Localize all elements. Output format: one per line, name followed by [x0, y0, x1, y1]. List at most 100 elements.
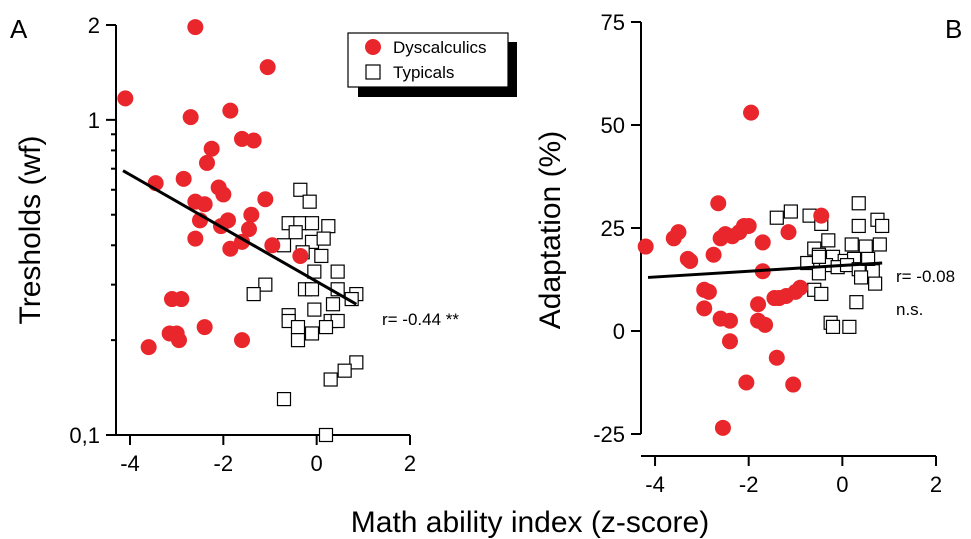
typicals-point — [323, 372, 338, 387]
legend-typicals-label: Typicals — [393, 63, 454, 82]
typicals-point — [318, 319, 334, 335]
dyscalculics-point — [196, 319, 213, 336]
typicals-point — [304, 282, 320, 297]
dyscalculics-point — [700, 283, 717, 300]
panel-a-correlation-annotation: r= -0.44 ** — [382, 310, 459, 329]
dyscalculics-point — [171, 332, 187, 349]
typicals-point — [844, 237, 859, 252]
dyscalculics-point — [740, 217, 757, 234]
dyscalculics-point — [750, 296, 767, 313]
typicals-point — [868, 276, 883, 291]
typicals-point — [769, 210, 784, 225]
typicals-point — [302, 194, 317, 209]
dyscalculics-point — [757, 316, 774, 333]
typicals-point — [330, 313, 345, 329]
legend-dyscalculics-label: Dyscalculics — [393, 38, 487, 57]
dyscalculics-point — [199, 154, 215, 171]
dyscalculics-point — [785, 376, 802, 393]
typicals-point — [293, 182, 308, 197]
dyscalculics-point — [222, 240, 239, 257]
panel-b-regression-line — [647, 261, 883, 279]
dyscalculics-point — [175, 170, 192, 187]
panel-a-letter: A — [10, 14, 28, 44]
dyscalculics-point — [140, 339, 157, 356]
dyscalculics-point — [264, 237, 281, 254]
panel-a-data-marks — [117, 19, 364, 443]
panel-a-axes: 0,1 1 2 -4 -2 0 2 — [69, 13, 416, 476]
typicals-point — [851, 196, 866, 211]
typicals-point — [330, 264, 345, 279]
dyscalculics-point — [222, 102, 239, 119]
panel-b-letter: B — [945, 14, 962, 44]
dyscalculics-point — [696, 300, 713, 317]
typicals-point — [307, 302, 322, 317]
typicals-point — [337, 363, 352, 378]
y-tick-label: 50 — [601, 113, 625, 138]
typicals-point — [307, 264, 322, 279]
typicals-point — [316, 231, 331, 246]
typicals-point — [304, 326, 320, 341]
x-tick-label: 0 — [311, 451, 323, 476]
typicals-point — [258, 277, 273, 292]
x-tick-label: -4 — [120, 451, 140, 476]
dyscalculics-point — [738, 374, 755, 391]
dyscalculics-point — [257, 191, 274, 208]
dyscalculics-point — [670, 224, 687, 241]
dyscalculics-point — [259, 59, 276, 76]
dyscalculics-point — [187, 230, 204, 247]
y-tick-label: -25 — [593, 422, 625, 447]
typicals-point — [865, 264, 880, 279]
x-tick-label: -4 — [645, 472, 665, 497]
y-tick-label: 25 — [601, 216, 625, 241]
x-axis-title: Math ability index (z-score) — [351, 506, 709, 539]
y-tick-label: 0 — [613, 319, 625, 344]
typicals-point — [288, 225, 303, 240]
dyscalculics-point — [768, 349, 785, 366]
x-tick-label: 2 — [404, 451, 416, 476]
typicals-point — [321, 219, 336, 234]
typicals-point — [783, 204, 798, 219]
typicals-point — [276, 391, 292, 407]
dyscalculics-point — [743, 104, 760, 121]
typicals-point — [811, 249, 827, 264]
panel-a-y-axis-title: Tresholds (wf) — [14, 136, 47, 325]
typicals-point — [304, 216, 320, 231]
panel-b-axes: -25 0 25 50 75 -4 -2 0 2 — [593, 10, 942, 497]
dyscalculics-point — [780, 224, 797, 241]
dyscalculics-point — [243, 206, 260, 223]
y-tick-label: 0,1 — [69, 423, 100, 448]
x-tick-label: -2 — [214, 451, 234, 476]
panel-b-significance-annotation: n.s. — [896, 300, 923, 319]
legend-dyscalculics-marker — [365, 39, 381, 55]
typicals-point — [853, 270, 869, 285]
typicals-point — [875, 218, 890, 234]
panel-a: A Tresholds (wf) 0,1 1 2 -4 -2 0 2 r= -0.44 **… — [10, 13, 517, 476]
dyscalculics-point — [203, 140, 220, 157]
typicals-point — [290, 319, 306, 335]
y-tick-label: 75 — [601, 10, 625, 35]
panel-b-y-axis-title: Adaptation (%) — [534, 131, 567, 329]
dyscalculics-point — [241, 221, 257, 238]
dyscalculics-point — [182, 109, 199, 126]
x-tick-label: 2 — [930, 472, 942, 497]
dyscalculics-point — [754, 234, 771, 251]
dyscalculics-point — [173, 291, 190, 308]
dyscalculics-point — [245, 132, 262, 149]
y-tick-label: 1 — [88, 108, 100, 133]
x-tick-label: 0 — [836, 472, 848, 497]
typicals-point — [861, 251, 876, 266]
panel-b: B Adaptation (%) -25 0 25 50 75 -4 -2 0 2 r= -0.… — [534, 10, 962, 497]
typicals-point — [858, 239, 873, 254]
typicals-point — [325, 297, 341, 312]
dyscalculics-point — [234, 332, 250, 349]
legend-typicals-marker — [365, 64, 381, 80]
typicals-point — [821, 233, 836, 248]
dyscalculics-point — [187, 19, 204, 36]
x-tick-label: -2 — [739, 472, 759, 497]
y-tick-label: 2 — [88, 13, 100, 38]
dyscalculics-point — [813, 207, 830, 224]
typicals-point — [246, 286, 261, 302]
dyscalculics-point — [721, 312, 738, 329]
typicals-point — [290, 333, 306, 348]
dyscalculics-point — [710, 195, 727, 212]
